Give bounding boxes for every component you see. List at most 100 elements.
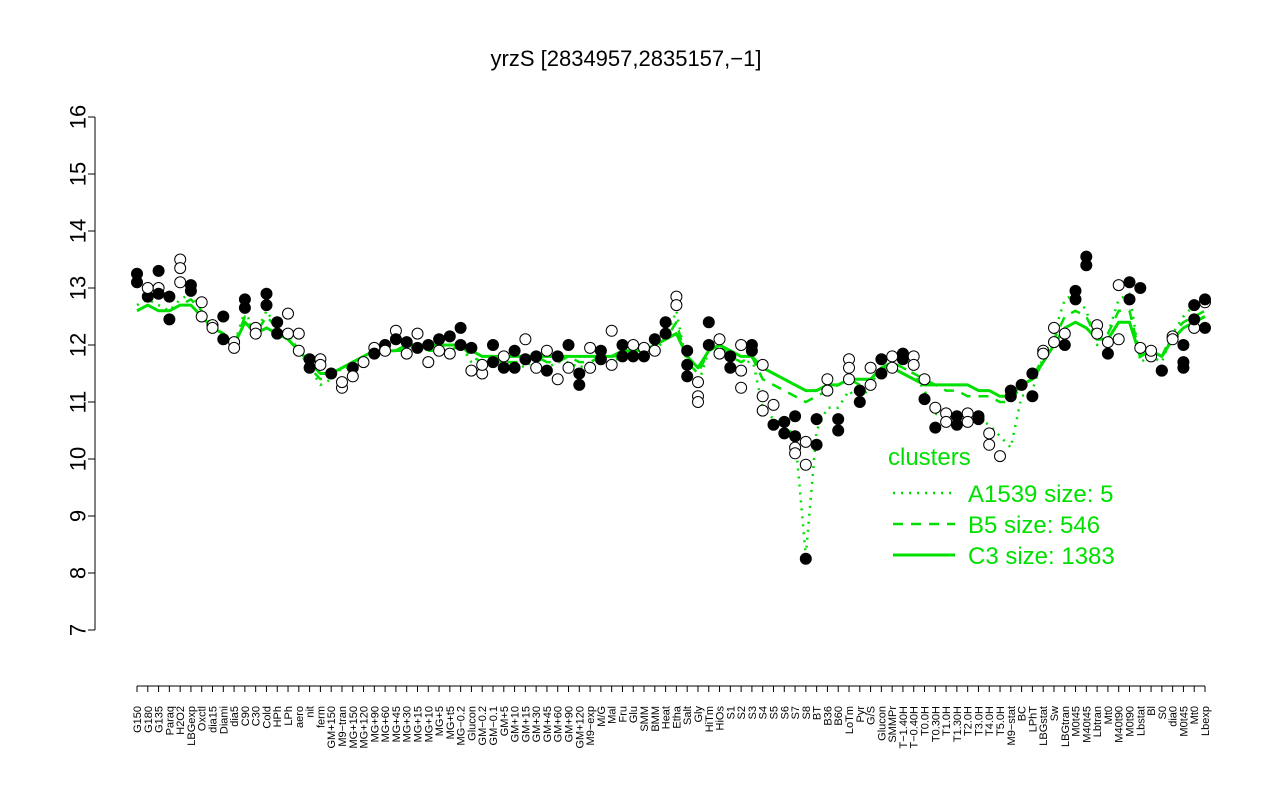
- x-tick-label: dia15: [208, 706, 220, 733]
- y-tick-label: 13: [66, 276, 91, 300]
- data-point: [357, 356, 370, 369]
- data-point: [195, 296, 208, 309]
- data-point: [745, 344, 758, 357]
- legend-entry: C3 size: 1383: [968, 543, 1115, 570]
- data-point: [713, 333, 726, 346]
- data-point: [799, 458, 812, 471]
- x-tick-label: T5.0H: [995, 706, 1007, 736]
- data-point: [821, 384, 834, 397]
- data-point: [875, 367, 888, 380]
- data-point: [886, 350, 899, 363]
- data-point: [282, 327, 294, 340]
- x-tick-label: Gly: [693, 706, 705, 723]
- data-point: [702, 339, 715, 351]
- data-point: [789, 430, 802, 443]
- x-tick-label: S6: [779, 706, 791, 719]
- data-point: [940, 415, 953, 428]
- data-point: [454, 339, 467, 351]
- data-point: [260, 299, 273, 312]
- data-point: [1188, 299, 1201, 312]
- data-point: [346, 370, 359, 383]
- data-point: [314, 358, 327, 371]
- data-point: [929, 401, 942, 414]
- x-tick-label: HiTm: [704, 706, 716, 732]
- y-tick-label: 7: [66, 624, 91, 636]
- x-tick-label: Fru: [617, 706, 629, 723]
- data-point: [853, 396, 866, 408]
- x-tick-label: Glucon: [466, 706, 478, 741]
- data-point: [1199, 293, 1211, 306]
- data-point: [282, 307, 294, 320]
- data-point: [487, 339, 499, 351]
- data-point: [519, 333, 532, 346]
- x-tick-label: GM+15: [520, 706, 532, 742]
- data-point: [174, 276, 187, 289]
- data-point: [799, 552, 812, 565]
- x-tick-label: GM+10: [510, 706, 522, 742]
- x-tick-label: GM−0.1: [488, 706, 500, 745]
- y-tick-label: 9: [66, 510, 91, 522]
- x-tick-label: G/S: [866, 706, 878, 725]
- data-point: [681, 344, 694, 357]
- data-point: [476, 358, 489, 371]
- data-point: [1188, 313, 1201, 326]
- x-tick-label: S1: [725, 706, 737, 719]
- data-point: [422, 356, 435, 369]
- data-point: [336, 376, 348, 389]
- legend-entry: B5 size: 546: [968, 512, 1100, 539]
- data-point: [886, 361, 899, 374]
- data-point: [163, 290, 176, 303]
- data-point: [1123, 293, 1136, 306]
- data-point: [638, 350, 650, 363]
- data-point: [1004, 390, 1017, 403]
- data-point: [1048, 321, 1060, 334]
- x-tick-label: MG+120: [359, 706, 371, 749]
- data-points: [131, 250, 1211, 565]
- data-point: [648, 333, 661, 346]
- data-point: [551, 350, 564, 363]
- data-point: [799, 435, 812, 448]
- x-tick-label: M9−stat: [1006, 706, 1018, 745]
- data-point: [1058, 339, 1071, 351]
- y-tick-label: 10: [66, 447, 91, 471]
- x-tick-label: HiOs: [715, 706, 727, 731]
- data-point: [152, 287, 165, 300]
- x-tick-label: Lbexp: [1200, 706, 1212, 736]
- x-tick-label: T4.0H: [984, 706, 996, 736]
- data-point: [627, 339, 640, 351]
- data-point: [605, 324, 618, 337]
- x-tick-label: Salt: [682, 706, 694, 725]
- data-point: [379, 344, 392, 357]
- data-point: [756, 358, 769, 371]
- data-point: [163, 313, 176, 326]
- data-point: [174, 262, 187, 275]
- data-point: [1026, 390, 1039, 403]
- x-tick-label: T3.0H: [973, 706, 985, 736]
- x-tick-label: S3: [747, 706, 759, 719]
- x-tick-label: LBGtran: [1060, 706, 1072, 747]
- data-point: [1026, 367, 1039, 380]
- data-point: [530, 350, 543, 363]
- y-tick-label: 16: [66, 105, 91, 129]
- x-tick-label: Heat: [661, 706, 673, 729]
- data-point: [821, 373, 834, 386]
- chart-title: yrzS [2834957,2835157,−1]: [491, 46, 762, 71]
- y-tick-label: 14: [66, 219, 91, 243]
- x-tick-label: T−0.40H: [909, 706, 921, 749]
- data-point: [508, 344, 521, 357]
- data-point: [735, 339, 748, 351]
- data-point: [616, 350, 629, 363]
- data-point: [540, 364, 553, 377]
- data-point: [562, 339, 575, 351]
- data-point: [465, 364, 478, 377]
- data-point: [292, 344, 305, 357]
- data-point: [1101, 336, 1114, 349]
- data-point: [573, 367, 586, 380]
- data-point: [864, 378, 877, 391]
- data-point: [907, 358, 920, 371]
- x-tick-label: MG+t5: [445, 706, 457, 739]
- data-point: [724, 361, 737, 374]
- x-tick-label: M9−exp: [585, 706, 597, 745]
- data-point: [1069, 284, 1082, 297]
